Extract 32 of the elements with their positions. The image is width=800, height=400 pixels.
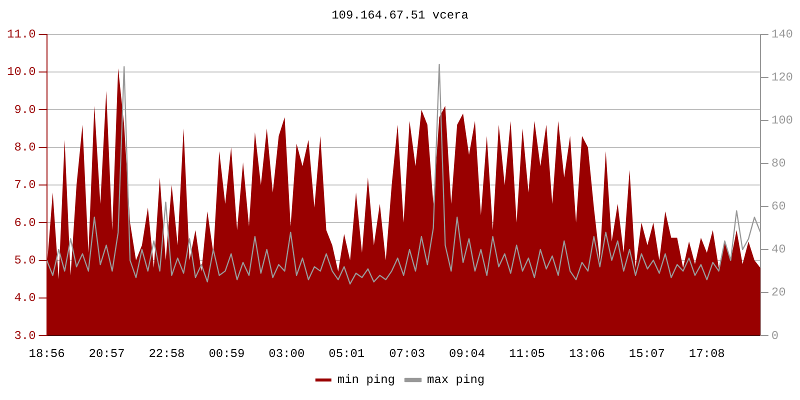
legend-label: min ping (337, 373, 395, 388)
x-tick-label: 05:01 (328, 346, 365, 361)
y-tick-label: 3.0 (14, 328, 36, 343)
y2-tick-label: 140 (771, 28, 794, 42)
x-tick-label: 00:59 (208, 346, 245, 361)
y2-tick-label: 120 (771, 70, 794, 85)
y-tick-label: 5.0 (14, 253, 36, 268)
x-tick-label: 22:58 (148, 346, 185, 361)
y-tick-label: 6.0 (14, 216, 36, 230)
y2-tick-label: 60 (771, 200, 786, 214)
y-tick-label: 4.0 (14, 291, 36, 306)
x-tick-label: 13:06 (568, 346, 605, 361)
x-tick-label: 11:05 (508, 346, 545, 361)
chart-title: 109.164.67.51 vcera (332, 8, 468, 22)
x-tick-label: 07:03 (389, 346, 426, 361)
y2-tick-label: 40 (771, 242, 786, 257)
x-tick-label: 15:07 (628, 346, 665, 361)
x-tick-label: 09:04 (449, 346, 486, 361)
x-tick-label: 03:00 (268, 346, 305, 361)
y-tick-label: 8.0 (14, 140, 36, 155)
y-tick-label: 10.0 (6, 65, 36, 80)
x-tick-label: 18:56 (28, 346, 65, 361)
x-tick-label: 17:08 (688, 346, 725, 361)
y2-tick-label: 100 (771, 114, 794, 128)
x-tick-label: 20:57 (88, 346, 125, 361)
y-tick-label: 11.0 (6, 28, 36, 42)
legend-label: max ping (427, 373, 485, 388)
y2-tick-label: 0 (771, 328, 779, 343)
y2-tick-label: 20 (771, 286, 786, 300)
y2-tick-label: 80 (771, 156, 786, 171)
y-tick-label: 9.0 (14, 102, 36, 117)
y-tick-label: 7.0 (14, 178, 36, 192)
